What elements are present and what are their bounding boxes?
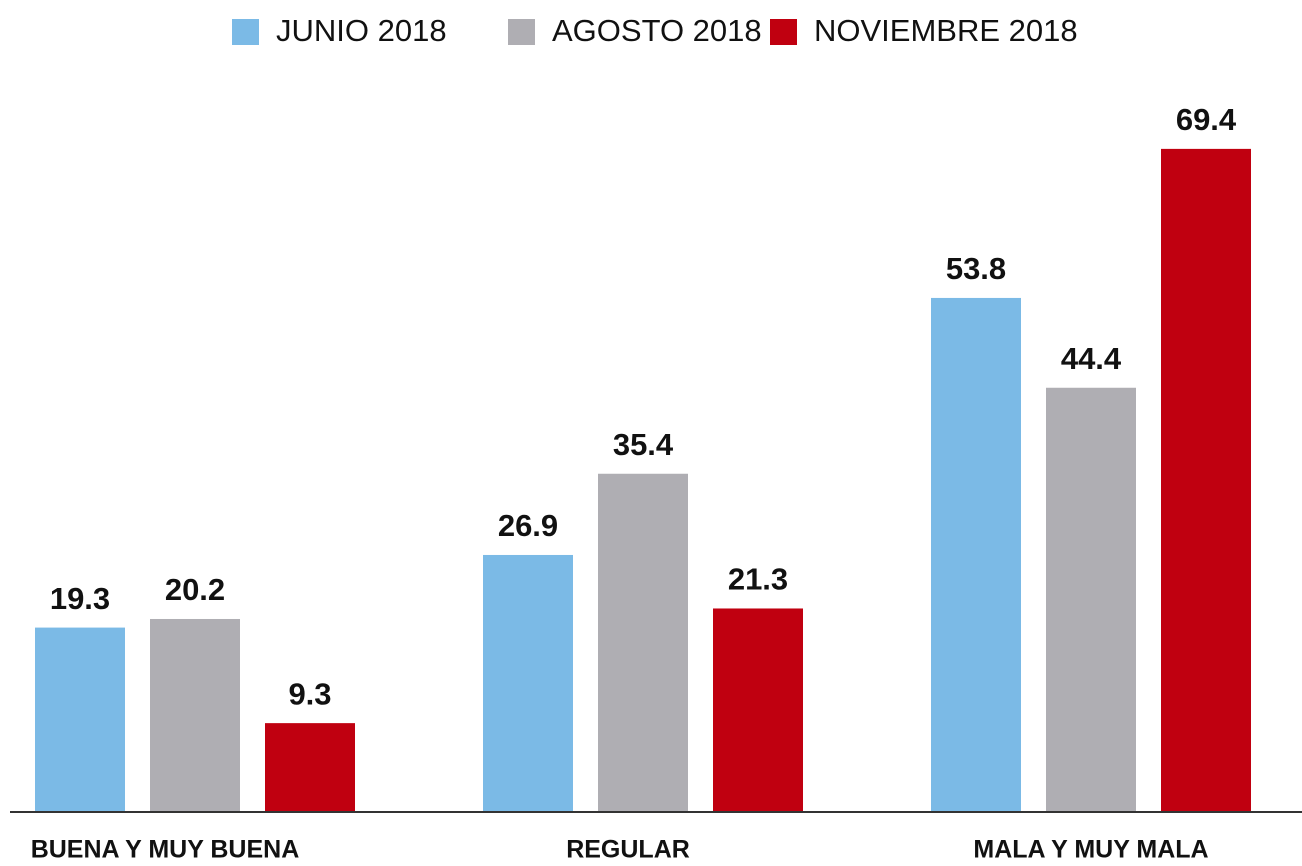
value-label: 44.4: [1061, 341, 1122, 376]
bar: [35, 627, 125, 812]
bar: [483, 554, 573, 812]
x-tick-label: REGULAR: [566, 836, 690, 864]
bar: [1046, 387, 1136, 812]
legend-swatch: [508, 19, 535, 45]
legend-label: NOVIEMBRE 2018: [814, 13, 1078, 48]
bar: [265, 723, 355, 812]
legend-swatch: [232, 19, 259, 45]
bar: [1161, 148, 1251, 812]
value-label: 20.2: [165, 572, 225, 607]
value-label: 35.4: [613, 427, 674, 462]
value-label: 69.4: [1176, 102, 1237, 137]
bar: [713, 608, 803, 812]
x-tick-label: BUENA Y MUY BUENA: [31, 836, 300, 864]
value-label: 53.8: [946, 251, 1006, 286]
value-label: 9.3: [288, 676, 331, 711]
value-label: 21.3: [728, 562, 788, 597]
bar: [598, 473, 688, 812]
bar: [931, 297, 1021, 812]
legend-swatch: [770, 19, 797, 45]
value-label: 19.3: [50, 581, 110, 616]
x-tick-label: MALA Y MUY MALA: [973, 836, 1208, 864]
bar: [150, 618, 240, 812]
legend-label: JUNIO 2018: [276, 13, 447, 48]
legend-label: AGOSTO 2018: [552, 13, 762, 48]
value-label: 26.9: [498, 508, 558, 543]
